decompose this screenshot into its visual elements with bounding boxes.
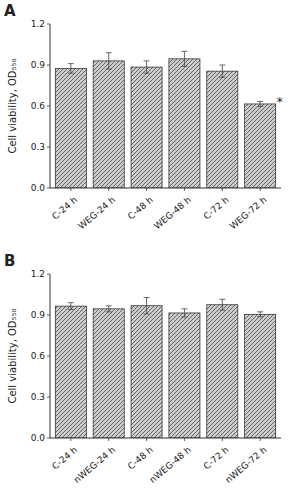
y-tick-label: 0.3 <box>31 142 45 152</box>
panel-label: B <box>4 252 15 270</box>
error-bar <box>144 298 150 314</box>
y-tick-label: 0.6 <box>31 351 46 361</box>
y-tick <box>47 147 50 148</box>
x-tick <box>146 438 147 441</box>
bar <box>245 314 276 438</box>
x-tick-label: C-72 h <box>202 195 231 222</box>
y-tick-label: 1.2 <box>31 19 45 29</box>
error-bar <box>257 101 263 106</box>
bar <box>131 306 162 438</box>
y-axis-label: Cell viability, OD₅₅₀ <box>7 58 18 153</box>
x-tick-label: nWEG-24 h <box>72 445 117 485</box>
bar <box>169 313 200 438</box>
x-tick-label: C-48 h <box>126 445 155 472</box>
x-tick-label: C-72 h <box>202 445 231 472</box>
y-tick <box>47 438 50 439</box>
y-tick <box>47 65 50 66</box>
y-tick <box>47 274 50 275</box>
error-bar <box>181 309 187 317</box>
y-tick <box>47 24 50 25</box>
error-bar <box>181 51 187 66</box>
bar <box>245 104 276 188</box>
y-tick-label: 0.0 <box>31 433 46 443</box>
y-tick-label: 0.3 <box>31 392 45 402</box>
x-axis-line <box>50 438 281 439</box>
x-tick <box>260 438 261 441</box>
y-tick-label: 0.0 <box>31 183 46 193</box>
error-bar <box>68 64 74 74</box>
x-tick-label: C-24 h <box>50 195 79 222</box>
annotation: * <box>277 95 283 109</box>
x-tick-label: WEG-24 h <box>76 195 117 231</box>
panel: 0.0 0.3 0.6 0.9 1.2 C-24 hWEG-24 h C-48 hWEG-4… <box>4 2 283 231</box>
error-bar <box>106 53 112 69</box>
bar <box>207 305 238 438</box>
x-tick <box>70 438 71 441</box>
error-bar <box>219 299 225 310</box>
x-tick <box>260 188 261 191</box>
error-bar <box>144 61 150 73</box>
x-tick-label: nWEG-48 h <box>148 445 193 485</box>
panel: 0.00.30.60.91.2C-24 hnWEG-24 hC-48 hnWEG… <box>4 252 281 485</box>
chart-root: 0.00.30.60.91.2C-24 hWEG-24 hC-48 hWEG-4… <box>0 0 293 500</box>
bar <box>55 68 86 188</box>
x-tick-label: WEG-72 h <box>228 195 269 231</box>
y-tick-label: 0.9 <box>31 310 46 320</box>
y-tick <box>47 356 50 357</box>
error-bar <box>106 306 112 312</box>
y-tick <box>47 106 50 107</box>
error-bar <box>257 312 263 317</box>
bar <box>93 61 124 188</box>
figure: 0.00.30.60.91.2C-24 hWEG-24 hC-48 hWEG-4… <box>0 0 293 500</box>
y-axis-label: Cell viability, OD₅₅₀ <box>7 308 18 403</box>
bar <box>131 67 162 188</box>
error-bar <box>219 65 225 77</box>
x-tick <box>184 438 185 441</box>
panel-label: A <box>4 2 16 20</box>
y-tick-label: 0.6 <box>31 101 46 111</box>
x-tick-label: WEG-48 h <box>152 195 193 231</box>
x-tick-label: nWEG-72 h <box>223 445 268 485</box>
bar <box>169 59 200 188</box>
x-tick <box>184 188 185 191</box>
y-tick <box>47 397 50 398</box>
x-tick <box>108 438 109 441</box>
y-tick-label: 1.2 <box>31 269 45 279</box>
bar <box>207 71 238 188</box>
error-bar <box>68 303 74 310</box>
y-tick-label: 0.9 <box>31 60 46 70</box>
bar <box>93 309 124 438</box>
x-tick <box>222 438 223 441</box>
x-tick <box>70 188 71 191</box>
x-tick <box>222 188 223 191</box>
x-tick-label: C-24 h <box>50 445 79 472</box>
x-tick <box>146 188 147 191</box>
x-axis-line <box>50 188 281 189</box>
y-tick <box>47 188 50 189</box>
bar <box>55 306 86 438</box>
bars <box>55 51 275 188</box>
x-tick-label: C-48 h <box>126 195 155 222</box>
y-tick <box>47 315 50 316</box>
x-tick <box>108 188 109 191</box>
bars <box>55 298 275 438</box>
